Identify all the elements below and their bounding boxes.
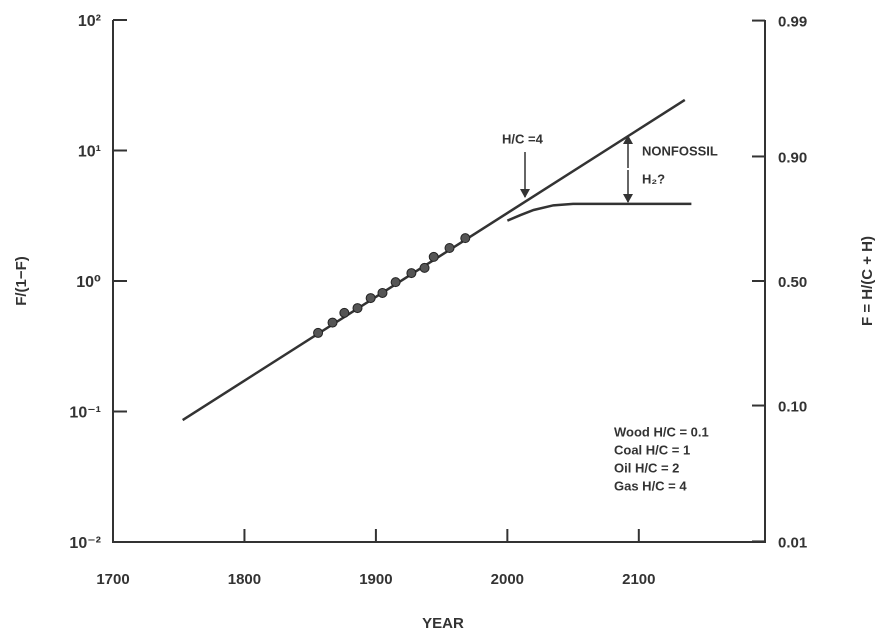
y-tick-label: 10⁰	[76, 274, 101, 291]
x-tick-label: 1900	[359, 571, 392, 588]
point	[327, 317, 338, 328]
y2-tick-label: 0.90	[778, 149, 807, 166]
line	[506, 202, 692, 222]
point	[406, 268, 417, 279]
note: Coal H/C = 1	[614, 442, 690, 457]
note: Wood H/C = 0.1	[614, 424, 709, 439]
note: Gas H/C = 4	[614, 478, 687, 493]
y-tick-label: 10²	[78, 13, 101, 30]
x-tick-label: 2000	[491, 571, 524, 588]
y-tick-label: 10¹	[78, 144, 101, 161]
annotation: H₂?	[642, 171, 665, 186]
point	[377, 287, 388, 298]
point	[460, 233, 471, 244]
x-axis-label: YEAR	[422, 615, 464, 632]
y2-tick-label: 0.01	[778, 534, 807, 551]
point	[313, 327, 324, 338]
y-axis-label: F/(1−F)	[13, 256, 30, 306]
y-tick-label: 10⁻²	[69, 535, 101, 552]
annotation: H/C =4	[502, 131, 544, 146]
point	[428, 251, 439, 262]
point	[339, 307, 350, 318]
y2-tick-label: 0.50	[778, 274, 807, 291]
point	[390, 277, 401, 288]
point	[444, 243, 455, 254]
point	[365, 293, 376, 304]
note: Oil H/C = 2	[614, 460, 679, 475]
point	[419, 262, 430, 273]
point	[352, 303, 363, 314]
x-tick-label: 1700	[96, 571, 129, 588]
x-tick-label: 2100	[622, 571, 655, 588]
y2-tick-label: 0.10	[778, 398, 807, 415]
annotation: NONFOSSIL	[642, 143, 718, 158]
y2-axis-label: F = H/(C + H)	[859, 236, 876, 326]
y2-tick-label: 0.99	[778, 14, 807, 31]
x-tick-label: 1800	[228, 571, 261, 588]
y-tick-label: 10⁻¹	[69, 405, 101, 422]
